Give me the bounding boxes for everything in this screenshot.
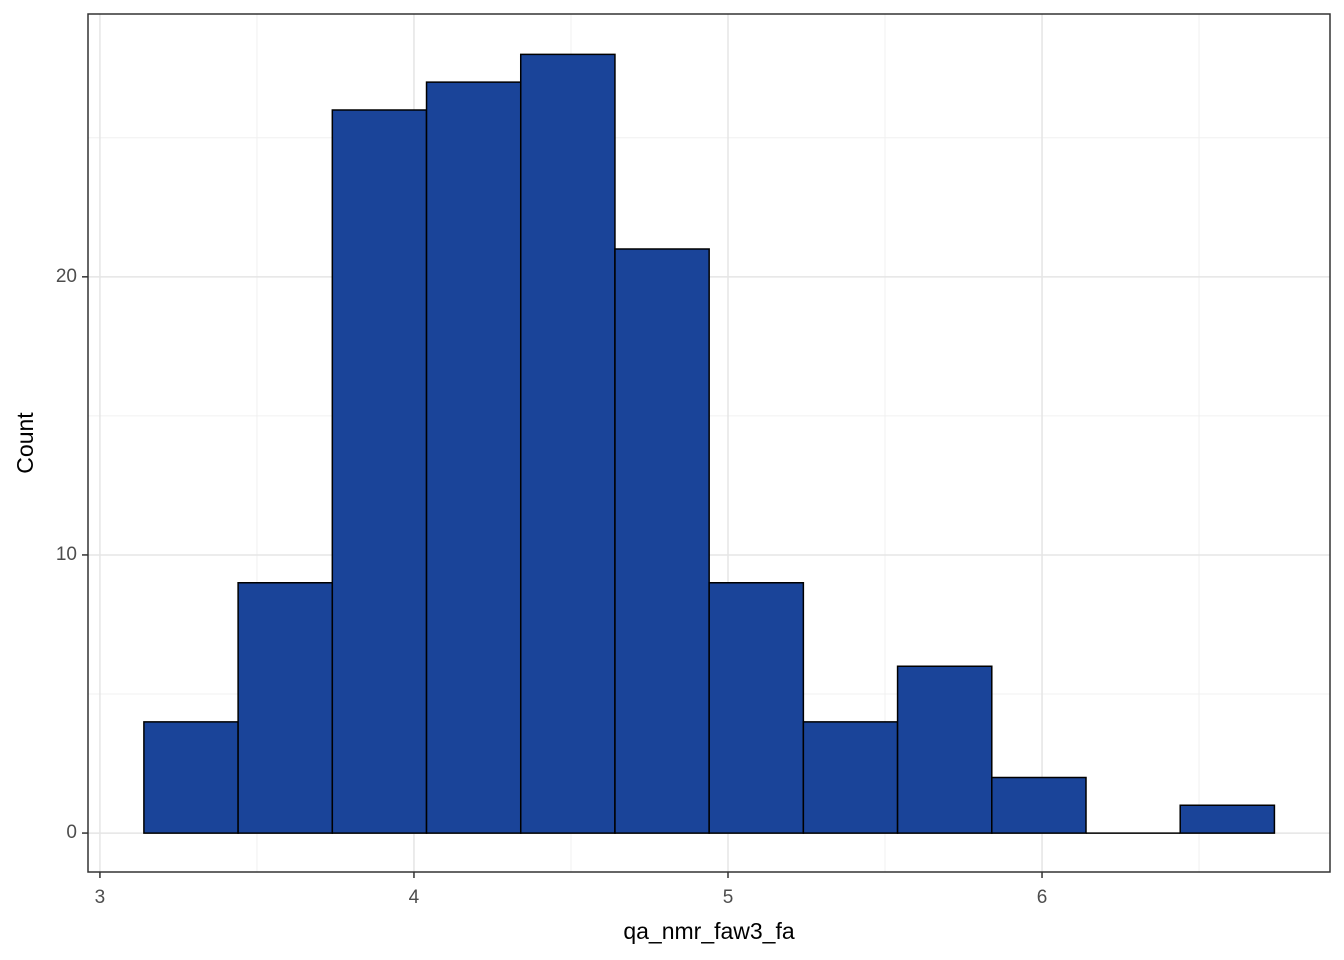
bar	[991, 776, 1087, 834]
bar	[143, 721, 239, 834]
bar	[237, 582, 334, 834]
y-tick-label: 0	[66, 822, 77, 843]
x-tick-label: 4	[409, 887, 420, 908]
x-tick-label: 6	[1037, 887, 1048, 908]
bar	[896, 665, 993, 834]
bar	[331, 109, 428, 834]
bar	[614, 248, 710, 834]
x-tick-label: 3	[95, 887, 106, 908]
bar	[425, 81, 522, 834]
x-axis-title: qa_nmr_faw3_fa	[623, 918, 795, 944]
panel-border	[87, 13, 1331, 873]
y-axis-title: Count	[12, 412, 38, 474]
bar	[1179, 804, 1276, 834]
bar	[708, 582, 805, 834]
y-tick-label: 20	[56, 266, 77, 287]
y-tick-label: 10	[56, 544, 77, 565]
x-tick-label: 5	[723, 887, 734, 908]
bar	[519, 53, 616, 834]
bar	[802, 721, 899, 834]
